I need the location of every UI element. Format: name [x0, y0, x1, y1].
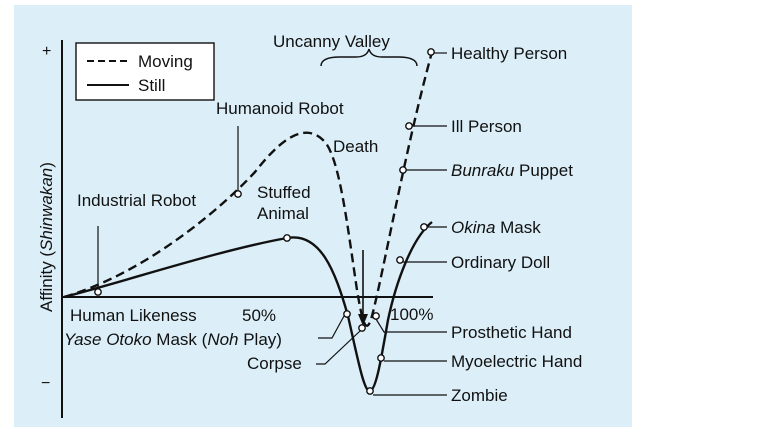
- x-tick-50: 50%: [242, 306, 276, 325]
- marker-myoelectric-hand: [377, 354, 385, 362]
- y-axis-minus: −: [41, 375, 50, 392]
- legend-box: [75, 42, 215, 101]
- marker-bunraku-puppet: [399, 166, 407, 174]
- still-curve: [63, 221, 433, 393]
- okina-mask-label: Okina Mask: [451, 218, 541, 237]
- marker-zombie: [366, 387, 374, 395]
- bunraku-puppet-label: Bunraku Puppet: [451, 161, 573, 180]
- death-label: Death: [333, 137, 378, 156]
- humanoid-robot-label: Humanoid Robot: [216, 99, 344, 118]
- legend-still-label: Still: [138, 76, 165, 95]
- marker-prosthetic-hand: [372, 312, 380, 320]
- myoelectric-hand-label: Myoelectric Hand: [451, 352, 582, 371]
- marker-industrial-robot: [94, 288, 102, 296]
- stuffed-animal-label-2: Animal: [257, 204, 309, 223]
- marker-okina-mask: [420, 223, 428, 231]
- marker-corpse: [358, 324, 366, 332]
- y-axis-label: Affinity (Shinwakan): [37, 162, 56, 312]
- moving-curve: [63, 51, 434, 327]
- death-arrow-head: [358, 314, 368, 326]
- leader-lines: [97, 52, 447, 396]
- curve-markers: [94, 48, 435, 395]
- prosthetic-hand-label: Prosthetic Hand: [451, 323, 572, 342]
- y-axis-plus: +: [42, 43, 51, 60]
- uncanny-valley-brace: [320, 48, 418, 67]
- marker-ill-person: [405, 122, 413, 130]
- marker-humanoid-robot: [234, 190, 242, 198]
- stuffed-animal-label-1: Stuffed: [257, 183, 311, 202]
- marker-stuffed-animal: [283, 234, 291, 242]
- industrial-robot-label: Industrial Robot: [77, 191, 196, 210]
- uncanny-valley-label: Uncanny Valley: [273, 32, 390, 51]
- legend-moving-label: Moving: [138, 52, 193, 71]
- marker-ordinary-doll: [396, 256, 404, 264]
- marker-yase-otoko: [343, 310, 351, 318]
- yase-otoko-label: Yase Otoko Mask (Noh Play): [64, 330, 282, 349]
- marker-healthy-person: [427, 48, 435, 56]
- ordinary-doll-label: Ordinary Doll: [451, 253, 550, 272]
- healthy-person-label: Healthy Person: [451, 44, 567, 63]
- corpse-label: Corpse: [247, 354, 302, 373]
- x-tick-100: 100%: [390, 305, 433, 324]
- x-axis-label: Human Likeness: [70, 306, 197, 325]
- ill-person-label: Ill Person: [451, 117, 522, 136]
- zombie-label: Zombie: [451, 386, 508, 405]
